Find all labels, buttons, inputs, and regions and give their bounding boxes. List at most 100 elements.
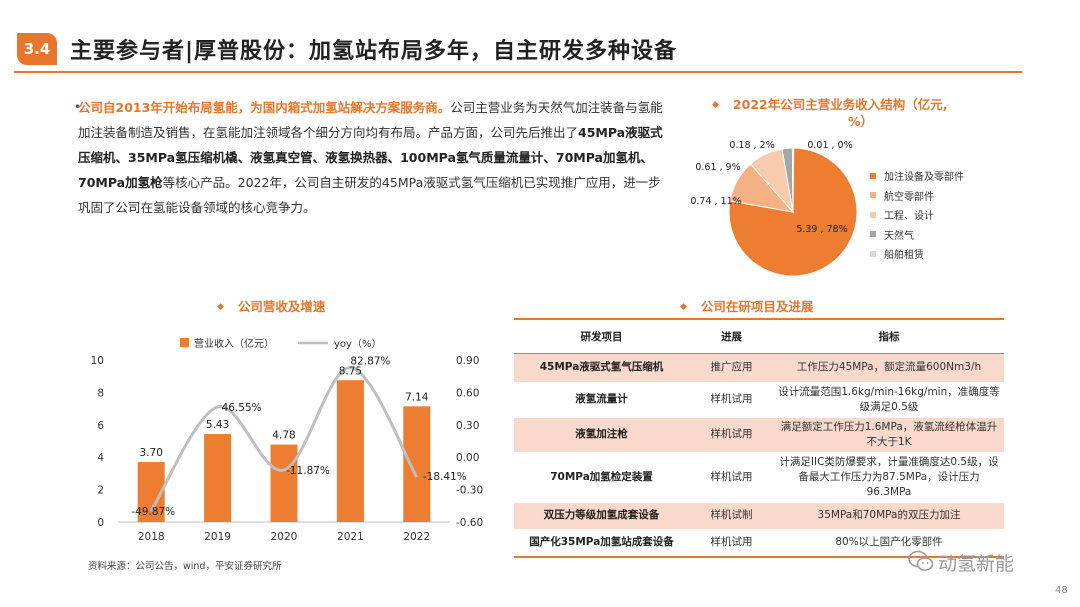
project-name: 70MPa加氢检定装置 bbox=[514, 452, 689, 503]
diamond-icon: ◆ bbox=[680, 302, 687, 312]
project-status: 样机试用 bbox=[689, 452, 774, 503]
project-status: 样机试用 bbox=[689, 417, 774, 453]
revenue-bar bbox=[204, 434, 232, 522]
table-title: ◆ 公司在研项目及进展 bbox=[680, 296, 813, 315]
pie-data-label: 5.39 , 78% bbox=[796, 224, 847, 235]
pie-legend: 加注设备及零部件 航空零部件 工程、设计 天然气 船舶租赁 bbox=[870, 166, 964, 264]
legend-swatch bbox=[870, 211, 876, 218]
revenue-bar bbox=[270, 444, 298, 522]
revenue-growth-chart: 营业收入（亿元） yoy（%） 0 2 4 6 8 10 -0.60 -0.30 0.00 0.30 0… bbox=[91, 337, 484, 543]
y-right-tick: -0.60 bbox=[456, 517, 483, 529]
bar-data-label: 4.78 bbox=[272, 430, 295, 442]
line-data-label: 46.55% bbox=[222, 402, 262, 414]
line-data-label: 82.87% bbox=[350, 356, 390, 368]
combo-chart-title: ◆ 公司营收及增速 bbox=[217, 296, 325, 315]
project-status: 样机试用 bbox=[689, 382, 774, 418]
project-spec: 设计流量范围1.6kg/min-16kg/min，准确度等级满足0.5级 bbox=[774, 382, 1004, 418]
projects-table: 研发项目 进展 指标 45MPa液驱式氢气压缩机 推广应用 工作压力45MPa，… bbox=[514, 318, 1004, 558]
project-spec: 80%以上国产化零部件 bbox=[774, 529, 1004, 558]
pie-title-line1: 2022年公司主营业务收入结构（亿元, bbox=[732, 97, 948, 112]
y-right-tick: 0.90 bbox=[456, 355, 479, 367]
section-badge: 3.4 bbox=[17, 33, 57, 65]
source-note: 资料来源：公司公告，wind，平安证券研究所 bbox=[88, 561, 282, 572]
line-data-label: -18.41% bbox=[423, 471, 467, 483]
table-row: 双压力等级加氢成套设备 样机试制 35MPa和70MPa的双压力加注 bbox=[514, 502, 1004, 530]
legend-label: 加注设备及零部件 bbox=[884, 172, 964, 184]
y-right-tick: 0.60 bbox=[456, 387, 479, 399]
legend-bar-label: 营业收入（亿元） bbox=[194, 337, 274, 350]
table-header-row: 研发项目 进展 指标 bbox=[514, 318, 1004, 354]
legend-line-label: yoy（%） bbox=[334, 338, 381, 350]
y-left-tick: 10 bbox=[91, 355, 104, 367]
revenue-bar bbox=[336, 380, 364, 522]
y-right-tick: 0.30 bbox=[456, 420, 479, 432]
project-name: 液氢加注枪 bbox=[514, 417, 689, 453]
legend-swatch bbox=[870, 192, 876, 199]
table-row: 70MPa加氢检定装置 样机试用 计满足IIC类防爆要求，计量准确度达0.5级，… bbox=[514, 452, 1004, 503]
legend-label: 船舶租赁 bbox=[884, 250, 924, 262]
intro-text-2: 等核心产品。2022年，公司自主研发的45MPa液驱式氢气压缩机已实现推广应用，… bbox=[78, 175, 661, 215]
y-right-tick: 0.00 bbox=[456, 452, 479, 464]
project-spec: 工作压力45MPa，额定流量600Nm3/h bbox=[774, 353, 1004, 383]
bar-data-label: 7.14 bbox=[405, 391, 429, 403]
x-tick: 2022 bbox=[403, 531, 430, 543]
line-data-label: -11.87% bbox=[286, 465, 330, 477]
bar-data-label: 5.43 bbox=[206, 419, 229, 431]
legend-swatch bbox=[870, 172, 876, 179]
line-data-label: -49.87% bbox=[131, 506, 175, 518]
header-project: 研发项目 bbox=[514, 318, 689, 354]
yoy-line bbox=[149, 366, 419, 512]
project-spec: 计满足IIC类防爆要求，计量准确度达0.5级，设备最大工作压力为87.5MPa，… bbox=[774, 452, 1004, 503]
y-left-tick: 0 bbox=[97, 517, 104, 529]
diamond-icon: ◆ bbox=[217, 302, 224, 312]
x-tick: 2021 bbox=[337, 531, 364, 543]
header-spec: 指标 bbox=[774, 318, 1004, 354]
pie-data-label: 0.61 , 9% bbox=[695, 162, 740, 173]
project-name: 国产化35MPa加氢站成套设备 bbox=[514, 529, 689, 558]
page-title: 主要参与者|厚普股份：加氢站布局多年，自主研发多种设备 bbox=[70, 39, 678, 64]
pie-legend-item: 天然气 bbox=[870, 225, 964, 245]
intro-text-1: 公司主营业务为天然气加注装备与氢能加注装备制造及销售，在氢能加注领域各个细分方向… bbox=[78, 100, 663, 140]
revenue-bar bbox=[403, 406, 431, 522]
pie-legend-item: 工程、设计 bbox=[870, 205, 964, 225]
pie-data-label: 0.74 , 11% bbox=[690, 196, 741, 207]
intro-paragraph: 公司自2013年开始布局氢能，为国内箱式加氢站解决方案服务商。公司主营业务为天然… bbox=[78, 95, 663, 220]
legend-swatch bbox=[870, 231, 876, 238]
bar-data-label: 8.75 bbox=[339, 365, 362, 377]
table-row: 45MPa液驱式氢气压缩机 推广应用 工作压力45MPa，额定流量600Nm3/… bbox=[514, 353, 1004, 383]
y-left-tick: 8 bbox=[97, 387, 104, 399]
project-name: 双压力等级加氢成套设备 bbox=[514, 502, 689, 530]
legend-label: 航空零部件 bbox=[884, 191, 934, 203]
pie-legend-item: 船舶租赁 bbox=[870, 244, 964, 264]
project-name: 液氢流量计 bbox=[514, 382, 689, 418]
project-spec: 35MPa和70MPa的双压力加注 bbox=[774, 502, 1004, 530]
project-status: 推广应用 bbox=[689, 353, 774, 383]
project-spec: 满足额定工作压力1.6MPa，液氢流经枪体温升不大于1K bbox=[774, 417, 1004, 453]
pie-slice bbox=[791, 147, 795, 213]
page-number: 48 bbox=[1055, 585, 1068, 596]
bar-data-label: 3.70 bbox=[140, 447, 163, 459]
legend-label: 工程、设计 bbox=[884, 211, 934, 223]
pie-data-label: 0.18 , 2% bbox=[729, 140, 774, 151]
legend-label: 天然气 bbox=[884, 230, 914, 242]
y-left-tick: 4 bbox=[97, 452, 104, 464]
legend-bar-swatch bbox=[180, 338, 189, 347]
bullet-point: • bbox=[74, 100, 82, 114]
x-tick: 2018 bbox=[138, 531, 165, 543]
x-tick: 2020 bbox=[271, 531, 298, 543]
pie-data-label: 0.01 , 0% bbox=[807, 140, 852, 151]
pie-chart-title-line2: %） bbox=[848, 114, 874, 129]
project-name: 45MPa液驱式氢气压缩机 bbox=[514, 353, 689, 383]
pie-chart-title: ◆ 2022年公司主营业务收入结构（亿元, bbox=[712, 94, 947, 113]
project-status: 样机试制 bbox=[689, 502, 774, 530]
y-left-tick: 6 bbox=[97, 420, 104, 432]
pie-chart: 5.39 , 78% 0.74 , 11% 0.61 , 9% 0.18 , 2% 0.… bbox=[690, 140, 858, 277]
pie-legend-item: 航空零部件 bbox=[870, 186, 964, 206]
table-row: 液氢流量计 样机试用 设计流量范围1.6kg/min-16kg/min，准确度等… bbox=[514, 382, 1004, 418]
title-divider bbox=[14, 71, 1022, 73]
x-tick: 2019 bbox=[204, 531, 231, 543]
table-row: 液氢加注枪 样机试用 满足额定工作压力1.6MPa，液氢流经枪体温升不大于1K bbox=[514, 417, 1004, 453]
intro-products: 45MPa液驱式压缩机、35MPa氢压缩机橇、液氢真空管、液氢换热器、100MP… bbox=[78, 125, 663, 190]
project-status: 样机试用 bbox=[689, 529, 774, 558]
brand-watermark: 动氢新能 bbox=[938, 553, 1015, 575]
